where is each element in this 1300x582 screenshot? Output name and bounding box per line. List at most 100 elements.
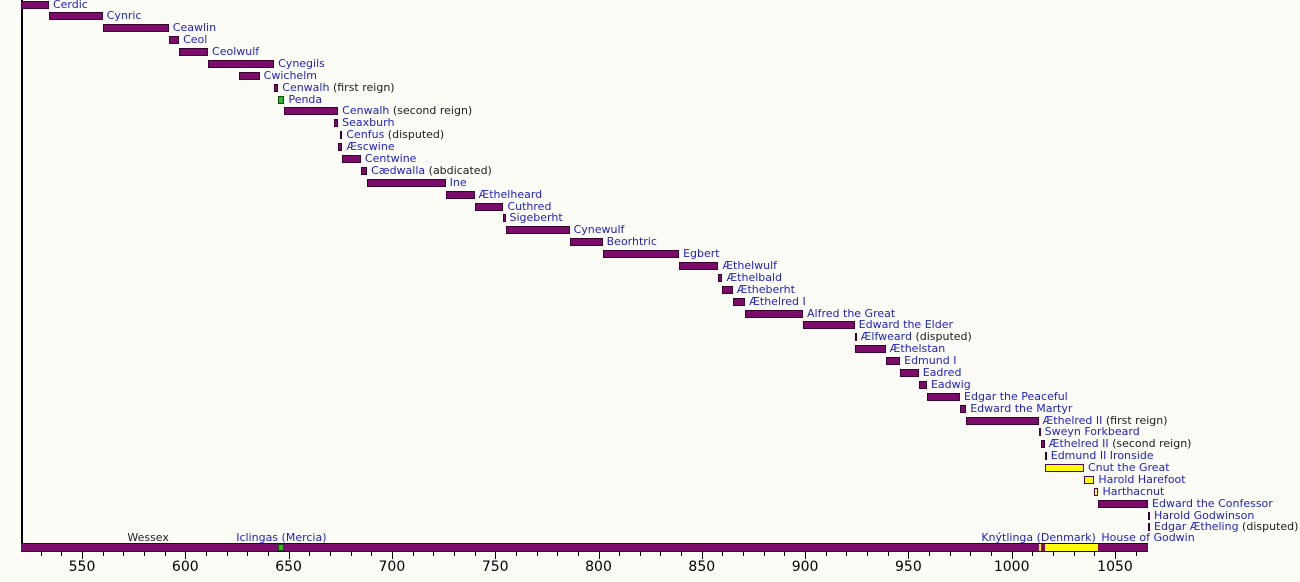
- monarch-name[interactable]: Cwichelm: [263, 68, 317, 82]
- reign-label[interactable]: Beorhtric: [607, 236, 657, 248]
- reign-label[interactable]: Harthacnut: [1102, 484, 1165, 498]
- monarch-name[interactable]: Ine: [449, 175, 467, 189]
- monarch-name[interactable]: Æthelred II: [1048, 437, 1109, 451]
- reign-label[interactable]: Cenfus (disputed): [346, 129, 444, 141]
- reign-label[interactable]: Cenwalh (second reign): [342, 105, 472, 117]
- reign-label[interactable]: Penda: [288, 92, 323, 106]
- monarch-name[interactable]: Edmund II Ironside: [1050, 449, 1154, 463]
- monarch-name[interactable]: Harthacnut: [1102, 484, 1165, 498]
- reign-label[interactable]: Cwichelm: [263, 68, 317, 82]
- monarch-name[interactable]: Cædwalla: [371, 163, 426, 177]
- reign-label[interactable]: Cenwalh (first reign): [282, 80, 394, 94]
- monarch-name[interactable]: Æthelred I: [749, 294, 806, 308]
- monarch-name[interactable]: Cenwalh: [282, 80, 330, 94]
- reign-bar: [918, 380, 927, 389]
- reign-label[interactable]: Æthelwulf: [722, 258, 778, 272]
- reign-label[interactable]: Harold Harefoot: [1098, 472, 1186, 486]
- monarch-name[interactable]: Seaxburh: [342, 116, 395, 130]
- monarch-name[interactable]: Ceol: [183, 33, 208, 47]
- reign-label[interactable]: Sigeberht: [510, 212, 563, 224]
- reign-bar: [854, 333, 857, 342]
- reign-label[interactable]: Ælfweard (disputed): [861, 331, 972, 343]
- reign-label[interactable]: Ceawlin: [173, 22, 216, 34]
- monarch-name[interactable]: Sigeberht: [509, 211, 563, 225]
- monarch-name[interactable]: Ælfweard: [860, 330, 912, 344]
- monarch-name[interactable]: Cerdic: [52, 0, 88, 11]
- monarch-name[interactable]: Eadwig: [930, 377, 971, 391]
- monarch-name[interactable]: Æthelred II: [1042, 413, 1103, 427]
- reign-label[interactable]: Seaxburh: [342, 117, 394, 129]
- monarch-name[interactable]: Alfred the Great: [807, 306, 896, 320]
- monarch-name[interactable]: Cynric: [106, 9, 142, 23]
- reign-label[interactable]: Æthelstan: [890, 343, 946, 355]
- reign-bar: [239, 71, 260, 80]
- monarch-name[interactable]: Beorhtric: [606, 235, 657, 249]
- dynasty-bar-segment-wessex: [1098, 544, 1149, 551]
- reign-label[interactable]: Ine: [449, 175, 467, 189]
- monarch-name[interactable]: Harold Harefoot: [1098, 472, 1186, 486]
- reign-label[interactable]: Harold Godwinson: [1154, 508, 1255, 522]
- monarch-name[interactable]: Edmund I: [904, 354, 957, 368]
- reign-label[interactable]: Æthelheard: [478, 187, 543, 201]
- monarch-name[interactable]: Edgar the Peaceful: [964, 389, 1068, 403]
- reign-label[interactable]: Cuthred: [507, 199, 552, 213]
- reign-label[interactable]: Eadred: [922, 365, 962, 379]
- reign-label[interactable]: Edgar the Peaceful: [964, 389, 1068, 403]
- reign-label[interactable]: Edgar Ætheling (disputed): [1154, 521, 1298, 533]
- monarch-name[interactable]: Cenwalh: [342, 104, 390, 118]
- monarch-name[interactable]: Edgar Ætheling: [1154, 520, 1239, 534]
- monarch-name[interactable]: Egbert: [683, 247, 720, 261]
- monarch-name[interactable]: Ceolwulf: [212, 45, 260, 59]
- monarch-name[interactable]: Edward the Martyr: [970, 401, 1073, 415]
- reign-label[interactable]: Alfred the Great: [807, 306, 896, 320]
- reign-label[interactable]: Eadwig: [930, 377, 971, 391]
- reign-label[interactable]: Ætheberht: [736, 282, 795, 296]
- axis-minor-tick: [1032, 552, 1034, 556]
- monarch-name[interactable]: Æthelstan: [889, 342, 946, 356]
- reign-label[interactable]: Æthelred II (second reign): [1049, 438, 1192, 450]
- reign-label[interactable]: Æthelbald: [726, 270, 783, 284]
- reign-label[interactable]: Æscwine: [346, 141, 394, 153]
- monarch-name[interactable]: Centwine: [364, 152, 417, 166]
- monarch-name[interactable]: Ætheberht: [736, 282, 795, 296]
- monarch-name[interactable]: Æscwine: [346, 140, 395, 154]
- monarch-name[interactable]: Ceawlin: [172, 21, 217, 35]
- reign-label[interactable]: Cynewulf: [574, 224, 625, 236]
- reign-label[interactable]: Edmund I: [904, 355, 956, 367]
- reign-label[interactable]: Edward the Confessor: [1152, 496, 1273, 510]
- dynasty-label[interactable]: Iclingas (Mercia): [236, 531, 327, 544]
- monarch-name[interactable]: Penda: [288, 92, 323, 106]
- monarch-name[interactable]: Cenfus: [346, 128, 385, 142]
- monarch-name[interactable]: Æthelheard: [478, 187, 543, 201]
- dynasty-label[interactable]: House of Godwin: [1101, 531, 1195, 544]
- monarch-name[interactable]: Æthelbald: [726, 270, 783, 284]
- reign-label[interactable]: Edward the Elder: [859, 319, 953, 331]
- reign-label[interactable]: Cynric: [107, 10, 142, 22]
- reign-label[interactable]: Ceolwulf: [212, 46, 259, 58]
- dynasty-label[interactable]: Knýtlinga (Denmark): [981, 531, 1096, 544]
- monarch-name[interactable]: Æthelwulf: [722, 258, 778, 272]
- reign-label[interactable]: Edmund II Ironside: [1051, 450, 1154, 462]
- reign-bar: [208, 59, 275, 68]
- monarch-name[interactable]: Eadred: [922, 365, 962, 379]
- monarch-name[interactable]: Sweyn Forkbeard: [1044, 425, 1140, 439]
- reign-label[interactable]: Æthelred I: [749, 294, 806, 308]
- reign-label[interactable]: Egbert: [683, 248, 720, 260]
- monarch-name[interactable]: Edward the Elder: [858, 318, 953, 332]
- reign-label[interactable]: Edward the Martyr: [970, 401, 1073, 415]
- reign-label[interactable]: Æthelred II (first reign): [1042, 413, 1168, 427]
- monarch-name[interactable]: Harold Godwinson: [1154, 508, 1255, 522]
- monarch-name[interactable]: Cynegils: [278, 56, 325, 70]
- reign-label[interactable]: Cerdic: [53, 0, 88, 11]
- reign-label[interactable]: Centwine: [365, 153, 417, 165]
- reign-label[interactable]: Cædwalla (abdicated): [371, 163, 492, 177]
- reign-label[interactable]: Ceol: [183, 34, 207, 46]
- monarch-name[interactable]: Cynewulf: [573, 223, 625, 237]
- reign-label[interactable]: Cynegils: [278, 56, 325, 70]
- monarch-name[interactable]: Cuthred: [507, 199, 552, 213]
- reign-label[interactable]: Cnut the Great: [1088, 462, 1170, 474]
- monarch-name[interactable]: Cnut the Great: [1088, 461, 1170, 475]
- reign-label[interactable]: Sweyn Forkbeard: [1045, 426, 1140, 438]
- reign-bar: [1044, 464, 1084, 473]
- monarch-name[interactable]: Edward the Confessor: [1152, 496, 1273, 510]
